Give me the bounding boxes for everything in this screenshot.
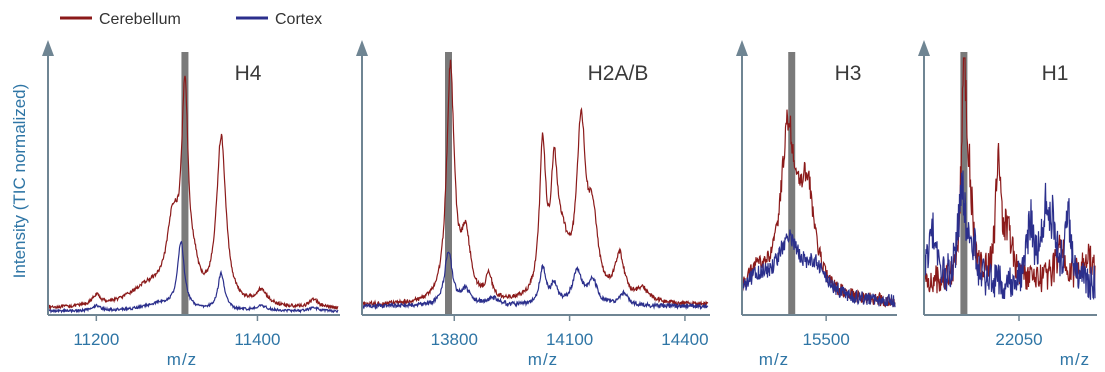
series-line-cortex xyxy=(47,240,339,314)
x-axis-label: m/z xyxy=(528,350,558,369)
highlight-bar xyxy=(181,52,189,315)
series-line-cortex xyxy=(923,170,1096,301)
x-axis-label: m/z xyxy=(167,350,197,369)
chart-panels: 11200 11400 m/z H4 13800 14100 14400 m/z H2A/B 15… xyxy=(42,40,1097,369)
series-line-cerebellum xyxy=(47,75,339,311)
legend-label-cortex: Cortex xyxy=(275,11,322,28)
y-axis-arrow xyxy=(356,40,368,56)
panel-title: H2A/B xyxy=(588,62,649,85)
x-tick-label: 14100 xyxy=(546,330,593,349)
x-axis-label: m/z xyxy=(1060,350,1090,369)
series-line-cerebellum xyxy=(361,59,709,308)
y-axis-arrow xyxy=(42,40,54,56)
x-tick-label: 11200 xyxy=(73,330,119,349)
x-tick-label: 15500 xyxy=(803,330,850,349)
panel-title: H3 xyxy=(835,62,862,85)
x-axis-label: m/z xyxy=(759,350,789,369)
legend-label-cerebellum: Cerebellum xyxy=(99,11,181,28)
x-tick-label: 11400 xyxy=(234,330,280,349)
x-tick-label: 14400 xyxy=(661,330,708,349)
panel-2: 13800 14100 14400 m/z H2A/B xyxy=(356,40,710,369)
highlight-bar xyxy=(788,52,796,315)
panel-4: 22050 m/z H1 xyxy=(918,40,1097,369)
x-tick-label: 13800 xyxy=(431,330,478,349)
x-tick-label: 22050 xyxy=(995,330,1042,349)
panel-3: 15500 m/z H3 xyxy=(736,40,897,369)
panel-1: 11200 11400 m/z H4 xyxy=(42,40,340,369)
series-line-cerebellum xyxy=(923,57,1096,294)
highlight-bar xyxy=(445,52,452,315)
panel-title: H4 xyxy=(235,62,262,85)
y-axis-arrow xyxy=(736,40,748,56)
series-line-cortex xyxy=(741,229,896,308)
y-axis-label: Intensity (TIC normalized) xyxy=(10,84,29,279)
panel-title: H1 xyxy=(1042,62,1069,85)
series-line-cortex xyxy=(361,251,709,311)
y-axis-arrow xyxy=(918,40,930,56)
legend: Cerebellum Cortex xyxy=(60,11,322,28)
series-line-cerebellum xyxy=(741,109,896,309)
highlight-bar xyxy=(960,52,968,315)
